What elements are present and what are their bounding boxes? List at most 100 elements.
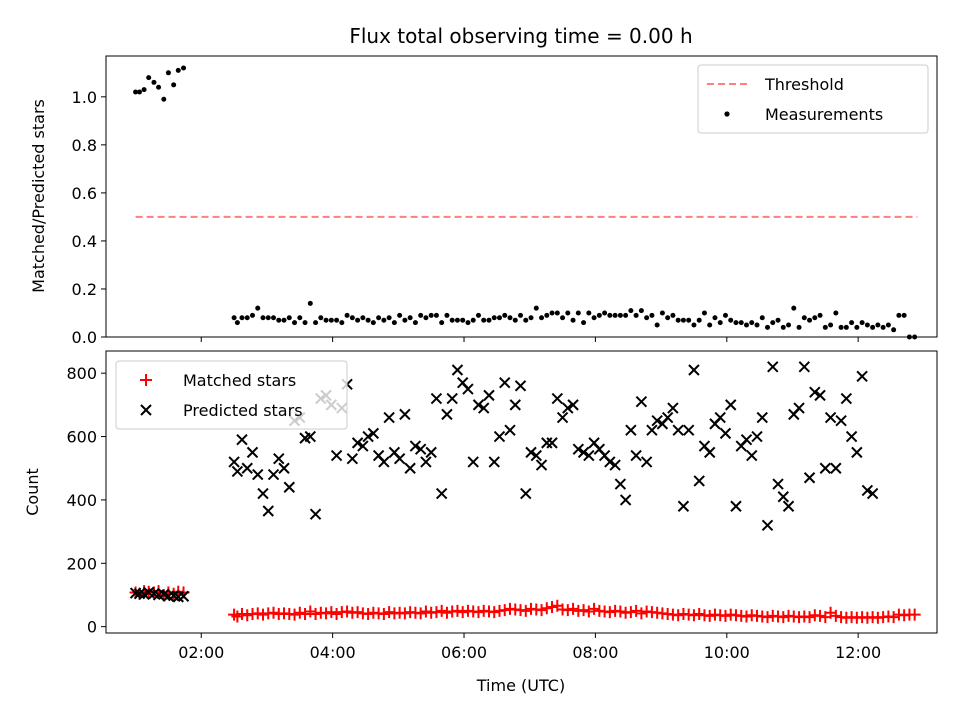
predicted-star-point (441, 408, 453, 421)
predicted-star-point (383, 411, 395, 424)
predicted-star-point (835, 415, 847, 427)
matched-star-point (719, 609, 732, 622)
matched-star-point (288, 608, 301, 621)
x-tick-label: 12:00 (835, 643, 881, 662)
measurement-point (460, 317, 466, 323)
matched-star-point (498, 604, 511, 617)
predicted-star-point (614, 478, 627, 490)
predicted-star-point (577, 446, 590, 459)
measurement-point (239, 315, 245, 321)
predicted-star-point (472, 399, 485, 411)
predicted-star-point (228, 456, 240, 468)
predicted-star-point (257, 487, 269, 500)
predicted-star-point (346, 453, 359, 465)
measurement-point (271, 315, 277, 321)
predicted-star-point (730, 500, 742, 512)
measurement-point (859, 320, 865, 326)
measurement-point (151, 79, 157, 85)
measurement-point (328, 317, 334, 323)
predicted-star-point (688, 364, 700, 376)
predicted-star-point (625, 424, 637, 436)
predicted-star-point (462, 383, 474, 395)
predicted-star-point (646, 424, 658, 436)
measurement-point (255, 305, 261, 311)
measurement-point (260, 315, 266, 321)
matched-star-point (419, 605, 432, 618)
measurement-point (528, 315, 534, 321)
predicted-star-point (667, 402, 679, 414)
predicted-star-point (714, 411, 726, 424)
predicted-star-point (725, 399, 737, 411)
measurement-point (696, 317, 702, 323)
measurement-point (680, 317, 686, 323)
predicted-star-point (703, 446, 716, 459)
predicted-star-point (824, 411, 837, 424)
matched-star-point (614, 605, 627, 618)
matched-star-point (540, 602, 553, 615)
measurement-point (454, 317, 460, 323)
measurement-point (775, 317, 781, 323)
predicted-star-point (640, 456, 653, 468)
top-axes-frame (105, 55, 938, 338)
measurement-point (722, 312, 728, 318)
predicted-star-point (777, 491, 789, 503)
predicted-star-point (609, 459, 621, 471)
predicted-star-point (535, 459, 548, 471)
matched-star-point (257, 608, 270, 621)
predicted-star-point (677, 500, 690, 512)
predicted-star-point (267, 468, 280, 481)
measurement-point (780, 324, 786, 330)
measurement-point (675, 317, 681, 323)
measurement-point (481, 317, 487, 323)
measurement-point (602, 310, 608, 316)
y-tick-label: 400 (66, 491, 97, 510)
predicted-star-point (478, 402, 490, 414)
measurement-point (796, 324, 802, 330)
matched-star-point (309, 607, 322, 620)
top-panel: 0.0 0.2 0.4 0.6 0.8 1.0 Matched/Predicted sta… (29, 55, 938, 347)
measurement-point (539, 315, 545, 321)
matched-star-point (430, 606, 443, 619)
matched-star-point (803, 611, 816, 624)
predicted-star-point (488, 456, 500, 468)
predicted-star-point (378, 456, 390, 468)
measurement-point (623, 312, 629, 318)
measurement-point (339, 320, 345, 326)
measurement-point (659, 310, 665, 316)
predicted-star-point (830, 462, 842, 474)
y-tick-label: 600 (66, 428, 97, 447)
predicted-star-point (782, 500, 795, 512)
top-legend-box (697, 64, 929, 134)
y-tick-label: 0.4 (72, 232, 97, 251)
matched-star-point (383, 606, 396, 619)
predicted-star-point (556, 411, 569, 424)
measurement-point (137, 89, 143, 95)
measurement-point (533, 305, 539, 311)
matched-star-point (687, 609, 700, 622)
measurement-point (360, 315, 366, 321)
measurement-point (822, 324, 828, 330)
top-y-ticks: 0.0 0.2 0.4 0.6 0.8 1.0 (72, 88, 106, 347)
measurement-point (765, 324, 771, 330)
measurement-point (297, 315, 303, 321)
predicted-star-point (467, 456, 479, 468)
measurement-point (265, 315, 271, 321)
matched-star-point (325, 606, 338, 619)
predicted-star-point (672, 424, 684, 436)
matched-star-point (693, 607, 706, 620)
legend-predicted-swatch (140, 404, 152, 416)
predicted-star-point (404, 462, 416, 474)
measurement-point (376, 315, 382, 321)
matched-star-point (829, 609, 842, 622)
matched-star-point (341, 605, 354, 618)
measurement-point (549, 310, 555, 316)
matched-star-point (320, 607, 333, 620)
measurement-point (231, 315, 237, 321)
predicted-star-point (767, 361, 779, 373)
predicted-star-point (845, 430, 858, 443)
measurement-point (670, 312, 676, 318)
x-tick-label: 08:00 (572, 643, 618, 662)
predicted-star-point (583, 449, 595, 462)
measurement-point (323, 317, 329, 323)
predicted-star-point (362, 430, 374, 443)
